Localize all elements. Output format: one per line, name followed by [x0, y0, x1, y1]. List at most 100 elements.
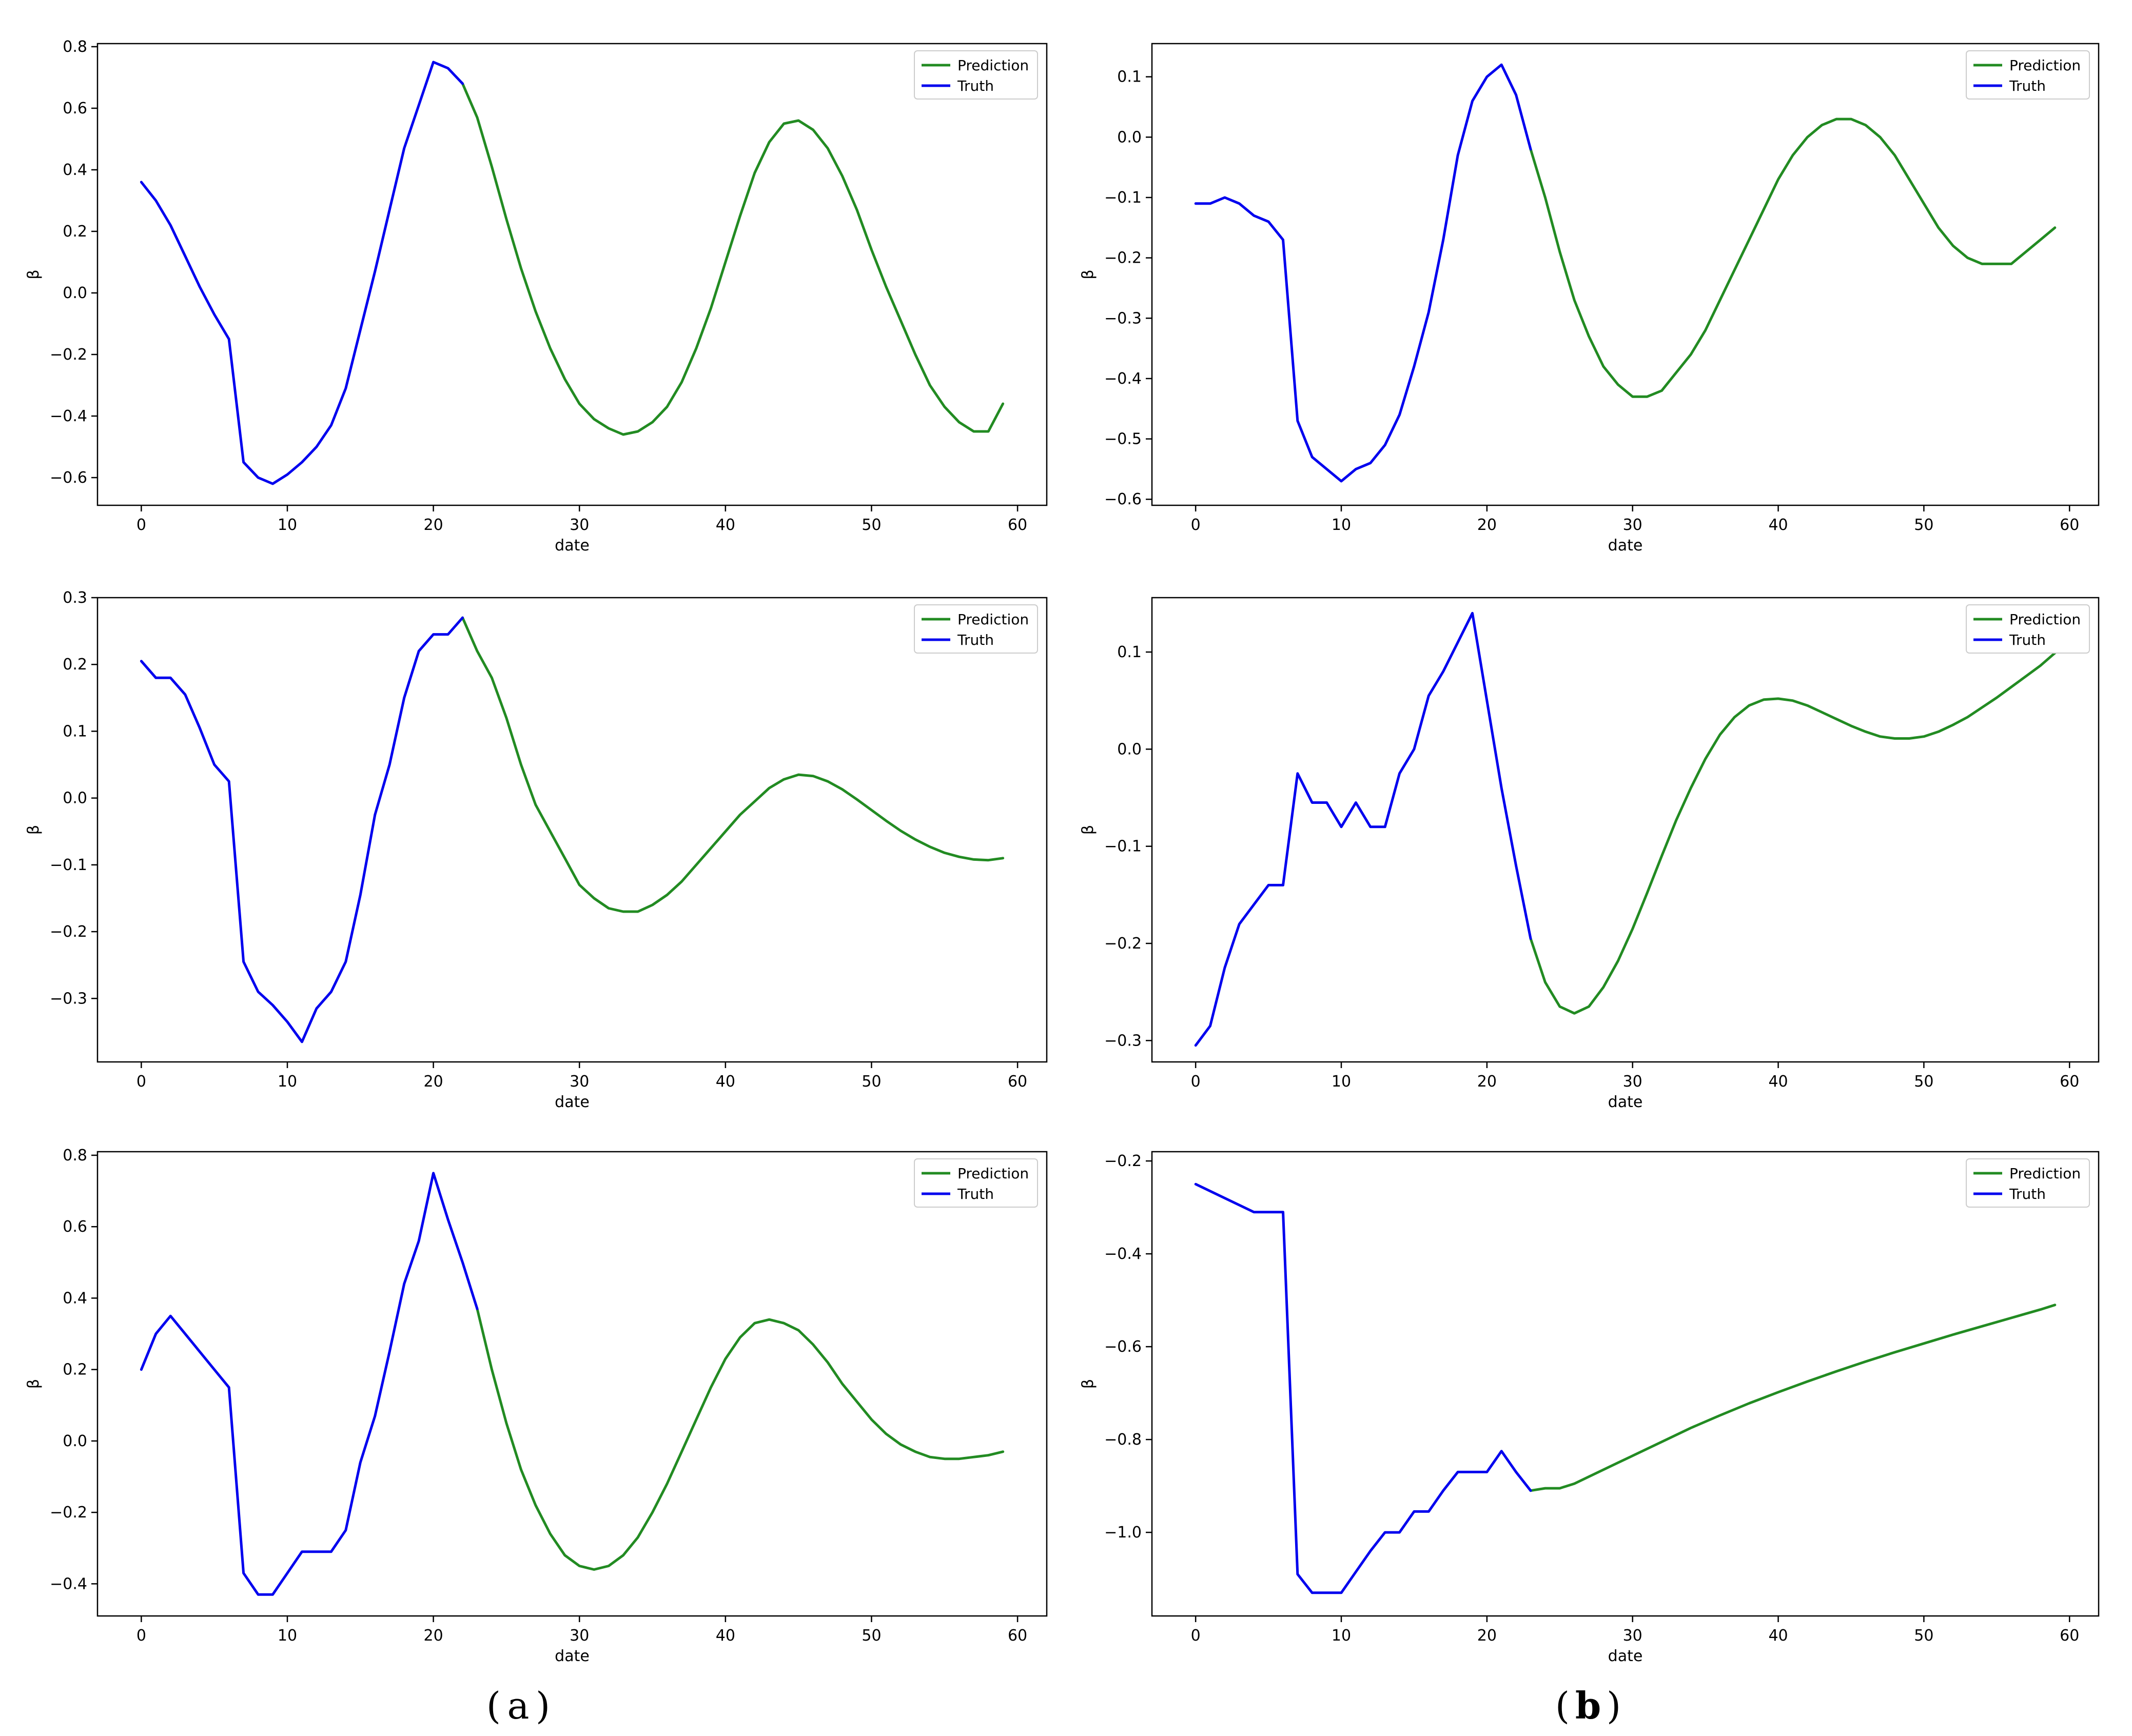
chart-a-1-legend-label-prediction: Prediction	[957, 611, 1029, 628]
chart-b-2-ytick-label-4: −0.2	[1104, 1152, 1142, 1170]
chart-b-0-ytick-label-5: −0.1	[1104, 189, 1142, 207]
chart-a-0-ytick-label-1: −0.4	[50, 407, 87, 425]
chart-a-0-plot-frame	[96, 43, 1048, 506]
chart-b-0-plot-frame	[1151, 43, 2100, 506]
chart-b-0-ytick-label-3: −0.3	[1104, 309, 1142, 327]
chart-b-1-xtick-label-4: 40	[1768, 1073, 1788, 1091]
chart-b-0-ytick-label-2: −0.4	[1104, 370, 1142, 388]
chart-a-1-xtick-label-3: 30	[570, 1073, 589, 1091]
chart-b-2-ytick-label-3: −0.4	[1104, 1245, 1142, 1263]
chart-b-2-series-prediction-line	[1529, 1304, 2057, 1492]
chart-a-1-legend-label-truth: Truth	[957, 632, 994, 648]
chart-a-1-series-truth-line	[140, 616, 464, 1043]
chart-b-2-legend-label-truth: Truth	[2009, 1186, 2046, 1202]
chart-b-2-xtick-label-1: 10	[1332, 1627, 1351, 1645]
chart-a-2-xtick-label-4: 40	[716, 1627, 735, 1645]
chart-b-2-xtick-label-3: 30	[1623, 1627, 1642, 1645]
chart-b-0-ytick-label-7: 0.1	[1117, 68, 1142, 86]
chart-a-1-xtick-label-0: 0	[136, 1073, 146, 1091]
chart-b-2-ytick-label-0: −1.0	[1104, 1524, 1142, 1542]
chart-a-2-series-prediction-line	[476, 1307, 1005, 1571]
chart-b-1-ylabel: β	[1079, 825, 1097, 835]
chart-b-1-xtick-label-3: 30	[1623, 1073, 1642, 1091]
chart-a-2-xtick-label-5: 50	[862, 1627, 881, 1645]
chart-a-0-ytick-label-5: 0.4	[63, 161, 87, 179]
chart-b-0: 0 10 20 30 40 50 60 −0.6 −0.5 −0.4 −0.3 −0.2 −0.1 0.0…	[1079, 43, 2100, 555]
chart-b-1-xtick-label-2: 20	[1477, 1073, 1497, 1091]
chart-a-0: 0 10 20 30 40 50 60 −0.6 −0.4 −0.2 0.0 0.2 0.4 0.6 0.8…	[25, 38, 1048, 555]
chart-a-1-ytick-label-2: −0.1	[50, 856, 87, 874]
chart-b-0-xtick-label-2: 20	[1477, 516, 1497, 534]
chart-b-0-ylabel: β	[1079, 269, 1097, 279]
chart-a-0-ytick-label-3: 0.0	[63, 284, 87, 302]
panel-label-a-close-paren: )	[536, 1684, 550, 1727]
chart-a-0-xtick-label-1: 10	[278, 516, 297, 534]
chart-b-1-legend: Prediction Truth	[1966, 604, 2090, 654]
chart-a-0-ylabel: β	[25, 269, 43, 279]
chart-a-1-legend: Prediction Truth	[914, 604, 1038, 654]
chart-a-0-legend-label-truth: Truth	[957, 77, 994, 94]
chart-b-0-ytick-label-0: −0.6	[1104, 490, 1142, 508]
chart-a-2-xlabel: date	[555, 1647, 590, 1665]
chart-a-0-xtick-label-0: 0	[136, 516, 146, 534]
chart-a-2-ytick-label-2: 0.0	[63, 1432, 87, 1450]
chart-a-0-legend: Prediction Truth	[914, 50, 1038, 100]
chart-b-1-xlabel: date	[1608, 1093, 1643, 1111]
chart-b-2-ytick-label-1: −0.8	[1104, 1431, 1142, 1449]
chart-a-2-xtick-label-0: 0	[136, 1627, 146, 1645]
chart-a-2: 0 10 20 30 40 50 60 −0.4 −0.2 0.0 0.2 0.4 0.6 0.8 date…	[25, 1147, 1048, 1665]
chart-a-0-series-prediction-line	[461, 82, 1005, 436]
chart-a-0-series-truth-line	[140, 61, 464, 485]
chart-a-1-ytick-label-6: 0.3	[63, 589, 87, 607]
chart-b-0-xtick-label-4: 40	[1768, 516, 1788, 534]
chart-a-2-series-truth-line	[140, 1172, 479, 1596]
chart-b-2-plot-frame	[1151, 1151, 2100, 1617]
chart-a-0-xtick-label-3: 30	[570, 516, 589, 534]
panel-label-b-open-paren: (	[1555, 1684, 1570, 1727]
chart-b-1-ytick-label-4: 0.1	[1117, 643, 1142, 661]
chart-a-1-ylabel: β	[25, 825, 43, 835]
chart-a-0-ytick-label-4: 0.2	[63, 223, 87, 241]
chart-b-2-ytick-label-2: −0.6	[1104, 1338, 1142, 1356]
chart-b-2-xtick-label-6: 60	[2060, 1627, 2079, 1645]
chart-b-2-xtick-label-2: 20	[1477, 1627, 1497, 1645]
panel-label-a: a	[507, 1684, 530, 1727]
chart-a-0-ytick-label-0: −0.6	[50, 469, 87, 487]
chart-a-1-xtick-label-5: 50	[862, 1073, 881, 1091]
chart-a-2-plot-frame	[96, 1151, 1048, 1617]
chart-b-2: 0 10 20 30 40 50 60 −1.0 −0.8 −0.6 −0.4 −0.2 date β Pr…	[1079, 1151, 2100, 1665]
chart-b-2-ylabel: β	[1079, 1379, 1097, 1389]
chart-b-1-ytick-label-3: 0.0	[1117, 740, 1142, 758]
chart-a-2-xtick-label-3: 30	[570, 1627, 589, 1645]
chart-b-1-ytick-label-0: −0.3	[1104, 1032, 1142, 1050]
chart-a-1-ytick-label-1: −0.2	[50, 923, 87, 941]
chart-b-1-xtick-label-6: 60	[2060, 1073, 2079, 1091]
chart-a-2-ylabel: β	[25, 1379, 43, 1389]
chart-a-1-xtick-label-2: 20	[424, 1073, 443, 1091]
chart-b-1-ytick-label-1: −0.2	[1104, 935, 1142, 953]
chart-b-0-legend-label-prediction: Prediction	[2009, 57, 2081, 74]
chart-a-1-ytick-label-0: −0.3	[50, 990, 87, 1008]
chart-a-2-ytick-label-1: −0.2	[50, 1504, 87, 1522]
chart-a-0-xlabel: date	[555, 537, 590, 555]
chart-a-1-xtick-label-1: 10	[278, 1073, 297, 1091]
chart-a-0-ytick-label-7: 0.8	[63, 38, 87, 56]
chart-b-1-xtick-label-1: 10	[1332, 1073, 1351, 1091]
chart-a-2-legend: Prediction Truth	[914, 1158, 1038, 1208]
chart-a-1: 0 10 20 30 40 50 60 −0.3 −0.2 −0.1 0.0 0.1 0.2 0.3 dat…	[25, 589, 1048, 1111]
chart-a-0-xtick-label-6: 60	[1008, 516, 1027, 534]
chart-a-2-ytick-label-5: 0.6	[63, 1218, 87, 1236]
chart-b-2-xtick-label-5: 50	[1914, 1627, 1933, 1645]
chart-b-0-xtick-label-1: 10	[1332, 516, 1351, 534]
chart-a-2-xtick-label-6: 60	[1008, 1627, 1027, 1645]
chart-b-1-series-prediction-line	[1529, 652, 2057, 1015]
chart-b-0-series-prediction-line	[1529, 117, 2057, 398]
chart-b-0-ytick-label-4: −0.2	[1104, 249, 1142, 267]
chart-b-0-xtick-label-6: 60	[2060, 516, 2079, 534]
chart-b-2-legend: Prediction Truth	[1966, 1158, 2090, 1208]
charts-group: 0 10 20 30 40 50 60 −0.6 −0.4 −0.2 0.0 0.2 0.4 0.6 0.8…	[25, 38, 2100, 1665]
chart-a-0-legend-label-prediction: Prediction	[957, 57, 1029, 74]
chart-b-0-legend: Prediction Truth	[1966, 50, 2090, 100]
